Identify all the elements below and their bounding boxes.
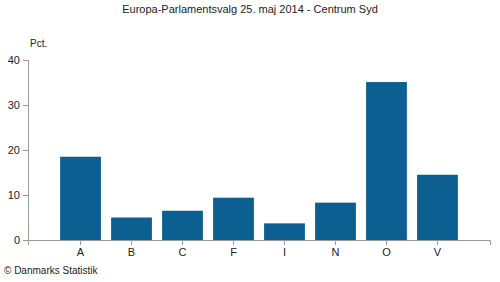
x-tick-mark <box>233 240 234 245</box>
annotation: © Danmarks Statistik <box>4 265 99 276</box>
bars <box>60 82 458 240</box>
x-tick-mark <box>437 240 438 245</box>
y-axis-line <box>23 61 29 241</box>
bar <box>264 223 305 240</box>
x-tick-label: V <box>434 246 442 258</box>
x-tick-label: C <box>179 246 187 258</box>
x-tick-mark <box>80 240 81 245</box>
title: Europa-Parlamentsvalg 25. maj 2014 - Cen… <box>122 3 378 15</box>
x-tick: F <box>230 240 237 258</box>
x-tick-label: O <box>382 246 391 258</box>
y-tick-mark <box>23 195 28 196</box>
x-axis-line <box>29 241 491 246</box>
x-tick: A <box>77 240 85 258</box>
x-tick: B <box>128 240 135 258</box>
x-tick: N <box>332 240 340 258</box>
x-tick: V <box>434 240 442 258</box>
x-tick: I <box>283 240 286 258</box>
x-tick-label: F <box>230 246 237 258</box>
y-tick-mark <box>23 240 28 241</box>
y-tick: 0 <box>14 234 28 246</box>
y-tick-mark <box>23 60 28 61</box>
x-tick-mark <box>131 240 132 245</box>
x-tick-label: A <box>77 246 85 258</box>
bar <box>60 157 101 240</box>
y-tick-label: 0 <box>14 234 20 246</box>
y-tick: 20 <box>8 144 28 156</box>
bar <box>111 218 152 241</box>
x-tick: C <box>179 240 187 258</box>
x-tick-mark <box>284 240 285 245</box>
bar <box>213 198 254 240</box>
x-axis: ABCFINOV <box>29 240 491 258</box>
chart: Europa-Parlamentsvalg 25. maj 2014 - Cen… <box>0 0 500 282</box>
y-tick-label: 30 <box>8 99 20 111</box>
y-tick: 30 <box>8 99 28 111</box>
y-tick-mark <box>23 150 28 151</box>
y-tick-label: 10 <box>8 189 20 201</box>
bar <box>162 211 203 240</box>
bar <box>366 82 407 240</box>
x-tick-label: I <box>283 246 286 258</box>
y-tick-mark <box>23 105 28 106</box>
y-axis: 0 10 20 30 40 <box>8 54 29 246</box>
y-tick: 10 <box>8 189 28 201</box>
x-tick: O <box>382 240 391 258</box>
bar <box>315 203 356 240</box>
x-tick-mark <box>386 240 387 245</box>
y-axis-title: Pct. <box>30 38 47 49</box>
y-tick: 40 <box>8 54 28 66</box>
x-tick-mark <box>182 240 183 245</box>
y-tick-label: 20 <box>8 144 20 156</box>
y-tick-label: 40 <box>8 54 20 66</box>
x-tick-label: B <box>128 246 135 258</box>
bar <box>417 175 458 240</box>
x-tick-mark <box>335 240 336 245</box>
x-tick-label: N <box>332 246 340 258</box>
